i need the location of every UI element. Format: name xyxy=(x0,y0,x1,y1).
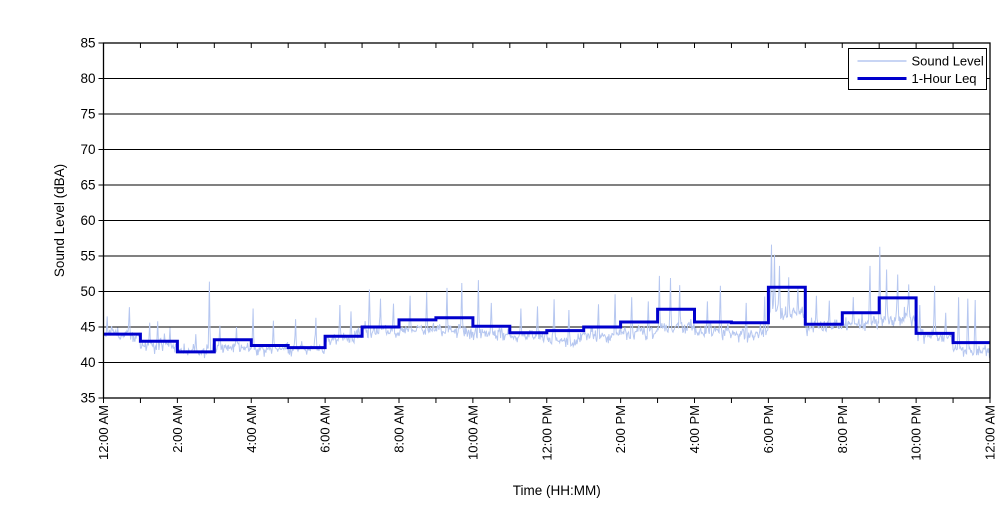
x-tick-label: 2:00 AM xyxy=(170,405,185,453)
y-tick-label: 80 xyxy=(80,71,95,86)
legend-label-sound-level: Sound Level xyxy=(912,54,984,69)
y-tick-label: 65 xyxy=(80,178,95,193)
y-tick-label: 45 xyxy=(80,320,95,335)
y-tick-label: 50 xyxy=(80,284,95,299)
sound-level-chart-figure: 35 40 45 50 55 60 65 70 75 80 85 12:00 AM 2:00 AM 4:0… xyxy=(40,16,1000,516)
x-tick-label: 8:00 PM xyxy=(835,405,850,453)
y-tick-label: 35 xyxy=(80,391,95,406)
leq-step-line xyxy=(103,285,990,354)
x-tick-label: 12:00 AM xyxy=(983,405,998,460)
x-tick-label: 10:00 AM xyxy=(465,405,480,460)
x-tick-label: 12:00 PM xyxy=(539,405,554,461)
x-tick-label: 2:00 PM xyxy=(613,405,628,453)
x-tick-label: 4:00 PM xyxy=(687,405,702,453)
y-tick-label: 85 xyxy=(80,36,95,51)
y-tick-label: 55 xyxy=(80,249,95,264)
y-tick-label: 75 xyxy=(80,107,95,122)
x-tick-label: 4:00 AM xyxy=(244,405,259,453)
sound-level-chart: 35 40 45 50 55 60 65 70 75 80 85 12:00 AM 2:00 AM 4:0… xyxy=(52,36,998,499)
x-tick-label: 6:00 PM xyxy=(761,405,776,453)
x-tick-label: 12:00 AM xyxy=(96,405,111,460)
x-tick-label: 6:00 AM xyxy=(318,405,333,453)
y-tick-label: 60 xyxy=(80,213,95,228)
y-tick-label: 70 xyxy=(80,142,95,157)
y-tick-label: 40 xyxy=(80,355,95,370)
x-tick-label: 8:00 AM xyxy=(392,405,407,453)
legend-box xyxy=(848,48,987,90)
y-axis-title: Sound Level (dBA) xyxy=(52,164,67,277)
x-tick-label: 10:00 PM xyxy=(909,405,924,461)
legend-label-leq: 1-Hour Leq xyxy=(912,71,977,86)
x-axis-title: Time (HH:MM) xyxy=(513,483,601,498)
